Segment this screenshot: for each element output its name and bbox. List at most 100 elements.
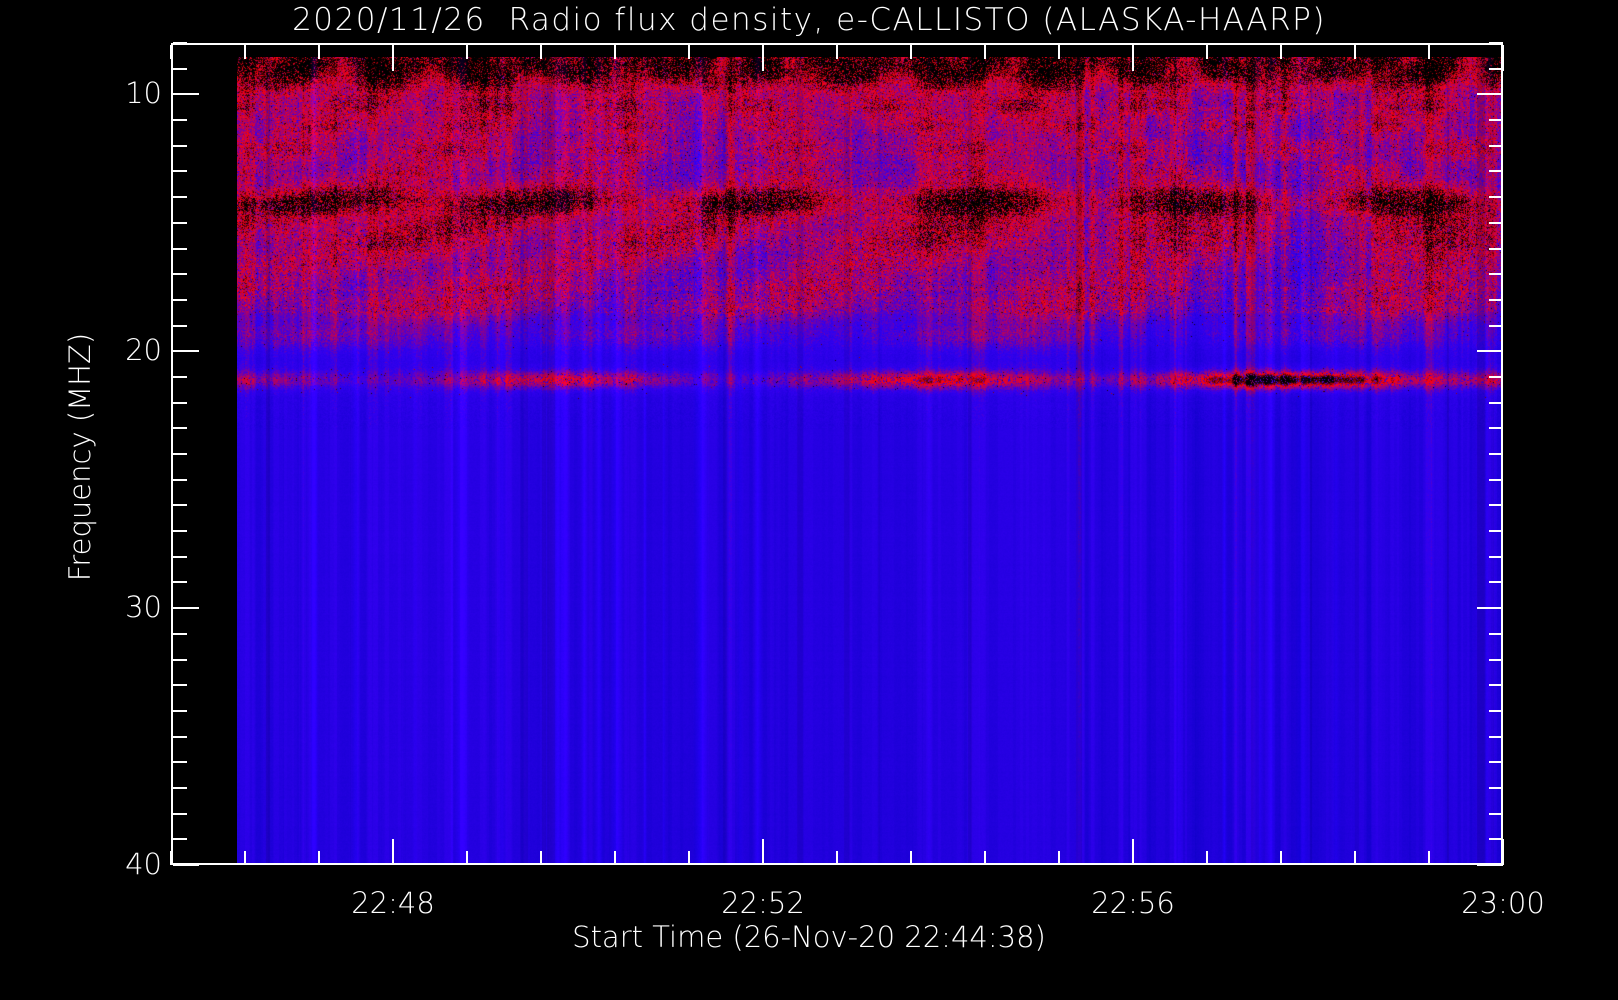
x-axis-title: Start Time (26-Nov-20 22:44:38) <box>572 920 1046 954</box>
y-tick-right <box>1489 402 1503 404</box>
y-tick-right <box>1489 710 1503 712</box>
x-tick-minor <box>984 851 986 865</box>
y-tick-right <box>1489 581 1503 583</box>
y-tick-minor <box>173 556 187 558</box>
y-tick-label: 40 <box>125 847 162 881</box>
y-tick-minor <box>173 376 187 378</box>
y-tick-minor <box>173 838 187 840</box>
x-tick-minor <box>1280 851 1282 865</box>
y-tick-minor <box>173 581 187 583</box>
y-tick-right <box>1489 453 1503 455</box>
y-tick-right <box>1489 838 1503 840</box>
y-tick-right <box>1489 736 1503 738</box>
x-tick-minor <box>1058 851 1060 865</box>
x-tick-top <box>318 45 320 59</box>
plot-frame <box>171 43 1503 865</box>
y-tick-minor <box>173 633 187 635</box>
x-tick-minor <box>318 851 320 865</box>
x-tick-minor <box>836 851 838 865</box>
x-tick-minor <box>170 851 172 865</box>
y-tick-right <box>1489 659 1503 661</box>
x-tick-minor <box>910 851 912 865</box>
x-tick-top <box>688 45 690 59</box>
y-tick-minor <box>173 42 187 44</box>
x-tick-minor <box>466 851 468 865</box>
y-tick-minor <box>173 170 187 172</box>
y-tick-minor <box>173 453 187 455</box>
y-tick-minor <box>173 299 187 301</box>
y-tick-right <box>1489 325 1503 327</box>
x-tick-top <box>762 45 764 71</box>
x-tick-top <box>244 45 246 59</box>
x-tick-label: 23:00 <box>1461 886 1545 920</box>
y-tick-major <box>173 93 199 95</box>
y-axis-title: Frequency (MHZ) <box>63 332 97 582</box>
y-tick-right <box>1477 350 1503 352</box>
x-tick-top <box>540 45 542 59</box>
y-tick-right <box>1489 479 1503 481</box>
y-tick-minor <box>173 813 187 815</box>
y-tick-right <box>1477 93 1503 95</box>
x-tick-minor <box>1354 851 1356 865</box>
y-tick-right <box>1489 427 1503 429</box>
y-tick-minor <box>173 119 187 121</box>
y-tick-right <box>1489 119 1503 121</box>
y-tick-right <box>1489 196 1503 198</box>
y-tick-right <box>1489 530 1503 532</box>
page-title: 2020/11/26 Radio flux density, e-CALLIST… <box>292 2 1326 38</box>
y-tick-right <box>1477 607 1503 609</box>
x-tick-top <box>392 45 394 71</box>
y-tick-right <box>1489 42 1503 44</box>
spectrogram-image <box>237 57 1502 864</box>
y-tick-minor <box>173 530 187 532</box>
y-tick-minor <box>173 222 187 224</box>
y-tick-minor <box>173 325 187 327</box>
y-tick-right <box>1477 864 1503 866</box>
y-tick-right <box>1489 813 1503 815</box>
x-tick-label: 22:48 <box>351 886 435 920</box>
y-tick-minor <box>173 504 187 506</box>
x-tick-top <box>1058 45 1060 59</box>
x-tick-top <box>984 45 986 59</box>
y-tick-right <box>1489 222 1503 224</box>
y-tick-minor <box>173 273 187 275</box>
y-tick-minor <box>173 761 187 763</box>
y-tick-minor <box>173 659 187 661</box>
x-tick-top <box>1428 45 1430 59</box>
x-tick-major <box>392 839 394 865</box>
x-tick-minor <box>1206 851 1208 865</box>
y-tick-right <box>1489 68 1503 70</box>
y-tick-major <box>173 607 199 609</box>
x-tick-minor <box>688 851 690 865</box>
y-tick-minor <box>173 145 187 147</box>
y-tick-right <box>1489 761 1503 763</box>
y-tick-right <box>1489 633 1503 635</box>
x-tick-top <box>1280 45 1282 59</box>
y-tick-minor <box>173 248 187 250</box>
x-tick-minor <box>614 851 616 865</box>
x-tick-top <box>1354 45 1356 59</box>
y-tick-minor <box>173 479 187 481</box>
y-tick-right <box>1489 248 1503 250</box>
y-tick-label: 30 <box>125 590 162 624</box>
y-tick-label: 20 <box>125 333 162 367</box>
x-tick-label: 22:56 <box>1091 886 1175 920</box>
y-tick-minor <box>173 736 187 738</box>
x-tick-major <box>1502 839 1504 865</box>
y-tick-right <box>1489 170 1503 172</box>
y-tick-minor <box>173 402 187 404</box>
x-tick-top <box>910 45 912 59</box>
x-tick-minor <box>244 851 246 865</box>
y-tick-minor <box>173 196 187 198</box>
y-tick-label: 10 <box>125 76 162 110</box>
x-tick-top <box>170 45 172 59</box>
y-tick-minor <box>173 684 187 686</box>
x-tick-label: 22:52 <box>721 886 805 920</box>
y-tick-right <box>1489 145 1503 147</box>
y-tick-right <box>1489 556 1503 558</box>
y-tick-right <box>1489 684 1503 686</box>
y-tick-right <box>1489 504 1503 506</box>
y-tick-minor <box>173 710 187 712</box>
x-tick-major <box>762 839 764 865</box>
